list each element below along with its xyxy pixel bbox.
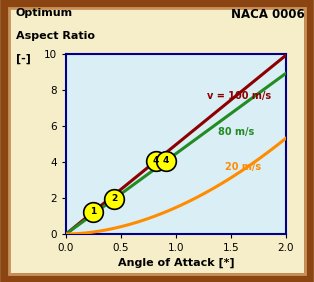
Point <box>154 158 159 163</box>
Point <box>163 159 168 163</box>
Text: v = 100 m/s: v = 100 m/s <box>207 91 271 101</box>
Text: 1: 1 <box>90 207 96 216</box>
Point <box>91 210 96 214</box>
Text: NACA 0006: NACA 0006 <box>231 8 305 21</box>
Text: [-]: [-] <box>16 54 30 64</box>
Text: 80 m/s: 80 m/s <box>218 127 254 137</box>
Text: Optimum: Optimum <box>16 8 73 18</box>
Point <box>112 197 117 201</box>
Text: 20 m/s: 20 m/s <box>225 162 262 172</box>
Text: 4: 4 <box>153 156 159 165</box>
Text: 4: 4 <box>163 157 169 166</box>
X-axis label: Angle of Attack [*]: Angle of Attack [*] <box>117 257 234 268</box>
Text: 2: 2 <box>111 194 117 203</box>
Text: Aspect Ratio: Aspect Ratio <box>16 31 95 41</box>
